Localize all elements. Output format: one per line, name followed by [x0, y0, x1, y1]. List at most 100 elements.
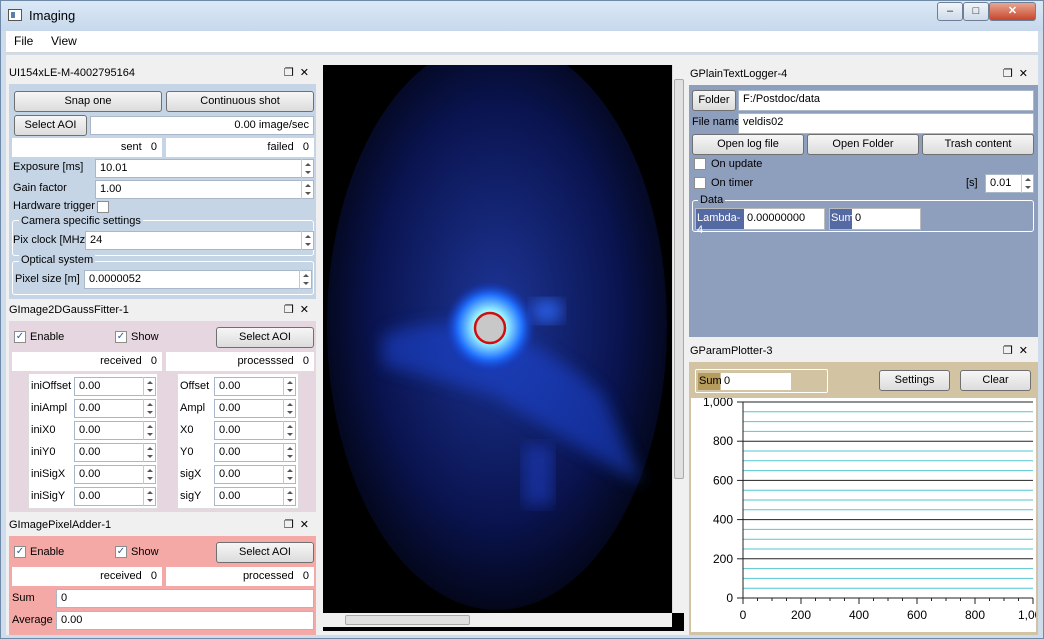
gauss-ini-label: iniX0 — [31, 424, 56, 436]
dock-title-text: GParamPlotter-3 — [690, 345, 773, 357]
image-view[interactable] — [323, 65, 684, 631]
gauss-ini-label: iniAmpl — [31, 402, 68, 414]
gauss-result-spin-icon[interactable] — [283, 487, 295, 506]
param-plot[interactable]: 0 200 400 600 800 1,000 0 200 400 600 800 1,000 — [691, 398, 1036, 632]
camera-dock: UI154xLE-M-4002795164 ❐✕ Snap one Continu… — [6, 64, 319, 299]
pixclock-input[interactable]: 24 — [85, 231, 314, 250]
logger-sum-value: 0 — [855, 212, 862, 224]
gauss-result-input[interactable]: 0.00 — [214, 399, 296, 418]
gauss-result-spin-icon[interactable] — [283, 377, 295, 396]
gain-input[interactable]: 1.00 — [95, 180, 314, 199]
dock-title-text: GImagePixelAdder-1 — [9, 519, 112, 531]
gauss-result-input[interactable]: 0.00 — [214, 465, 296, 484]
gauss-result-spin-icon[interactable] — [283, 465, 295, 484]
exposure-spin-icon[interactable] — [301, 159, 313, 178]
vertical-scrollbar[interactable] — [672, 65, 684, 613]
gauss-result-value: 0.00 — [219, 402, 241, 414]
pixclock-spin-icon[interactable] — [301, 231, 313, 250]
camera-image — [323, 65, 672, 613]
received-label: received — [100, 355, 142, 367]
gauss-result-input[interactable]: 0.00 — [214, 421, 296, 440]
open-folder-button[interactable]: Open Folder — [807, 134, 919, 155]
folder-button[interactable]: Folder — [692, 90, 736, 111]
gauss-result-input[interactable]: 0.00 — [214, 377, 296, 396]
gauss-show-label: Show — [131, 331, 159, 343]
gauss-ini-spin-icon[interactable] — [143, 465, 155, 484]
gauss-ini-value: 0.00 — [79, 380, 101, 392]
timer-spin-icon[interactable] — [1021, 174, 1033, 193]
dock-buttons[interactable]: ❐✕ — [1002, 68, 1034, 80]
gauss-ini-input[interactable]: 0.00 — [74, 421, 156, 440]
dock-title: GPlainTextLogger-4 ❐✕ — [687, 65, 1038, 83]
pixsize-input[interactable]: 0.0000052 — [84, 270, 312, 289]
gain-spin-icon[interactable] — [301, 180, 313, 199]
open-log-file-button[interactable]: Open log file — [692, 134, 804, 155]
on-update-label: On update — [711, 158, 763, 170]
dock-buttons[interactable]: ❐✕ — [283, 304, 315, 316]
on-timer-checkbox[interactable] — [694, 177, 706, 189]
on-update-checkbox[interactable] — [694, 158, 706, 170]
menu-view[interactable]: View — [51, 34, 77, 48]
gauss-ini-input[interactable]: 0.00 — [74, 465, 156, 484]
adder-select-aoi-button[interactable]: Select AOI — [216, 542, 314, 563]
gauss-result-spin-icon[interactable] — [283, 399, 295, 418]
x-tick-label: 0 — [740, 608, 747, 622]
folder-path-field[interactable]: F:/Postdoc/data — [738, 90, 1034, 111]
gauss-result-label: X0 — [180, 424, 194, 436]
dock-buttons[interactable]: ❐✕ — [283, 67, 315, 79]
dock-buttons[interactable]: ❐✕ — [1002, 345, 1034, 357]
horizontal-scroll-thumb[interactable] — [345, 615, 470, 625]
gauss-ini-input[interactable]: 0.00 — [74, 487, 156, 506]
pixsize-spin-icon[interactable] — [299, 270, 311, 289]
plot-settings-button[interactable]: Settings — [879, 370, 950, 391]
gauss-result-input[interactable]: 0.00 — [214, 487, 296, 506]
cursor-marker[interactable] — [473, 311, 507, 345]
gauss-result-spin-icon[interactable] — [283, 421, 295, 440]
y-tick-label: 200 — [713, 552, 733, 566]
gauss-ini-input[interactable]: 0.00 — [74, 377, 156, 396]
plot-background — [691, 398, 1036, 632]
adder-enable-checkbox[interactable]: ✓ — [14, 546, 26, 558]
exposure-label: Exposure [ms] — [13, 161, 84, 173]
gauss-enable-checkbox[interactable]: ✓ — [14, 331, 26, 343]
exposure-input[interactable]: 10.01 — [95, 159, 314, 178]
gauss-show-checkbox[interactable]: ✓ — [115, 331, 127, 343]
dock-buttons[interactable]: ❐✕ — [283, 519, 315, 531]
plot-sum-value: 0 — [721, 373, 791, 390]
gauss-select-aoi-button[interactable]: Select AOI — [216, 327, 314, 348]
continuous-shot-button[interactable]: Continuous shot — [166, 91, 314, 112]
gauss-ini-spin-icon[interactable] — [143, 377, 155, 396]
minimize-button[interactable]: ‒ — [937, 2, 963, 21]
plot-clear-button[interactable]: Clear — [960, 370, 1031, 391]
trash-content-button[interactable]: Trash content — [922, 134, 1034, 155]
gauss-ini-spin-icon[interactable] — [143, 399, 155, 418]
horizontal-scrollbar[interactable] — [323, 613, 672, 627]
gauss-ini-input[interactable]: 0.00 — [74, 399, 156, 418]
gauss-result-value: 0.00 — [219, 468, 241, 480]
lambda-value: 0.00000000 — [747, 212, 806, 224]
menu-file[interactable]: File — [14, 34, 34, 48]
gauss-ini-spin-icon[interactable] — [143, 487, 155, 506]
gauss-ini-label: iniSigY — [31, 490, 66, 502]
gauss-ini-spin-icon[interactable] — [143, 421, 155, 440]
timer-input[interactable]: 0.01 — [985, 174, 1034, 193]
lambda-box: Lambda-4 0.00000000 — [695, 208, 825, 236]
gauss-ini-spin-icon[interactable] — [143, 443, 155, 462]
file-name-field[interactable]: veldis02 — [738, 113, 1034, 134]
vertical-scroll-thumb[interactable] — [674, 79, 684, 479]
hardware-trigger-checkbox[interactable] — [97, 201, 109, 213]
pixsize-label: Pixel size [m] — [15, 273, 80, 285]
logger-dock: GPlainTextLogger-4 ❐✕ Folder F:/Postdoc/d… — [687, 65, 1038, 337]
snap-one-button[interactable]: Snap one — [14, 91, 162, 112]
gauss-result-input[interactable]: 0.00 — [214, 443, 296, 462]
gauss-ini-value: 0.00 — [79, 446, 101, 458]
select-aoi-button[interactable]: Select AOI — [14, 115, 87, 136]
gauss-ini-input[interactable]: 0.00 — [74, 443, 156, 462]
adder-show-checkbox[interactable]: ✓ — [115, 546, 127, 558]
close-button[interactable]: ✕ — [989, 2, 1036, 21]
maximize-button[interactable]: □ — [963, 2, 989, 21]
gauss-result-spin-icon[interactable] — [283, 443, 295, 462]
received-value: 0 — [150, 355, 157, 367]
dock-title-text: UI154xLE-M-4002795164 — [9, 67, 135, 79]
gauss-result-label: Ampl — [180, 402, 206, 414]
